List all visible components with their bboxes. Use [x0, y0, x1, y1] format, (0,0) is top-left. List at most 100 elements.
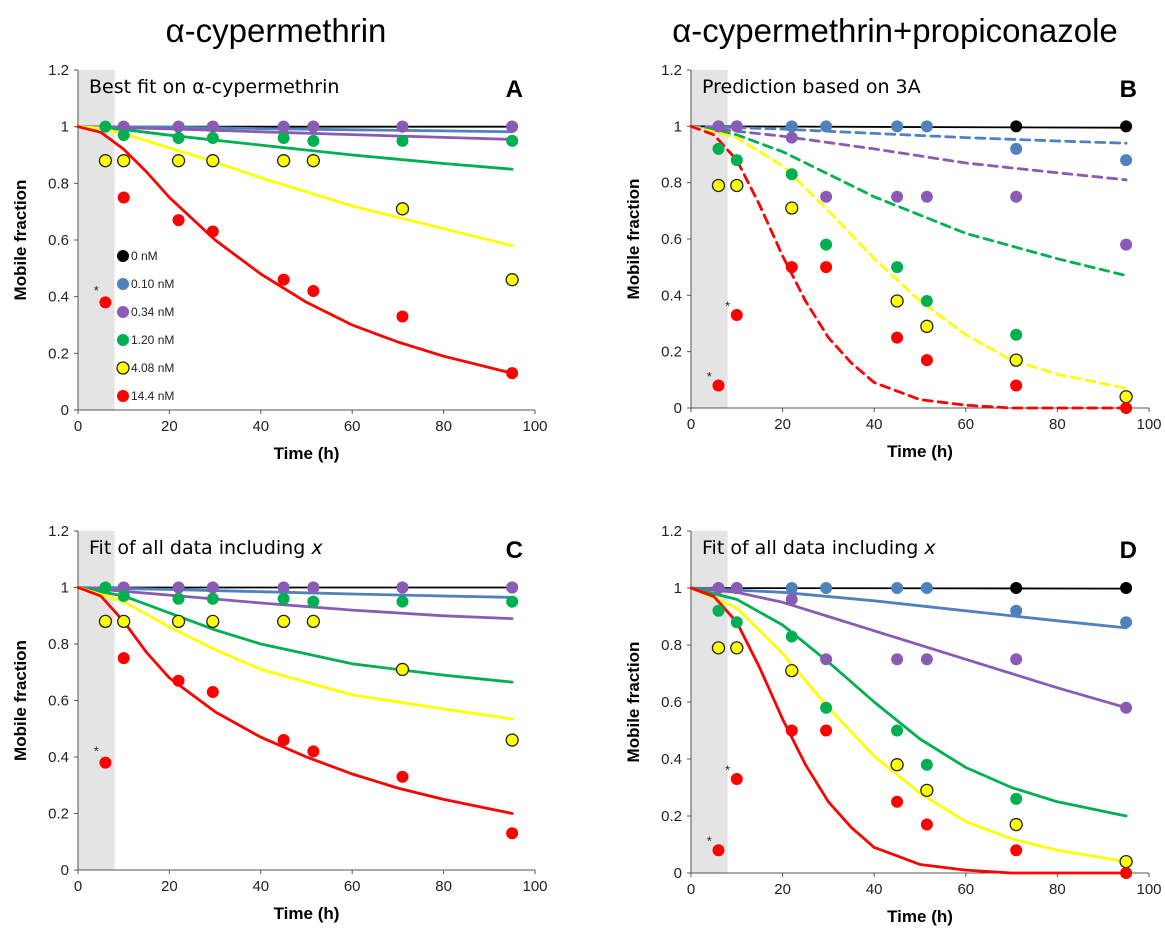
data-point — [890, 758, 904, 772]
data-point — [172, 581, 185, 594]
data-point — [1119, 390, 1133, 404]
y-tick-label: 0.8 — [48, 636, 69, 653]
data-point — [1120, 154, 1133, 167]
fit-curve — [689, 124, 1128, 145]
legend-marker — [116, 361, 130, 375]
x-tick-label: 0 — [74, 418, 82, 435]
legend-marker — [117, 334, 129, 346]
y-tick-label: 0.6 — [661, 231, 682, 248]
y-tick-label: 0.8 — [48, 175, 69, 192]
x-tick-label: 40 — [866, 416, 883, 433]
data-point — [730, 309, 743, 322]
legend-marker — [117, 278, 129, 290]
data-point — [98, 154, 113, 168]
panel-C: 0 0.2 0.4 0.6 0.8 1 1.2 0 20 40 60 80 100 Time (h) Mob… — [11, 523, 548, 923]
x-axis-label: Time (h) — [274, 444, 340, 463]
data-point — [920, 294, 933, 307]
data-point — [505, 733, 519, 747]
data-point — [1010, 653, 1023, 666]
data-point — [1010, 792, 1023, 805]
y-tick-label: 1.2 — [48, 62, 69, 79]
data-point — [506, 367, 519, 380]
data-point — [1010, 582, 1023, 594]
data-point — [277, 132, 290, 144]
data-point — [1120, 238, 1133, 251]
data-point — [730, 154, 743, 167]
data-point — [820, 701, 833, 714]
legend-label: 0 nM — [131, 249, 158, 263]
x-axis-label: Time (h) — [274, 904, 340, 923]
data-point — [117, 120, 130, 133]
x-axis-label: Time (h) — [887, 442, 953, 461]
y-tick-label: 1.2 — [661, 523, 682, 540]
data-point — [730, 772, 743, 785]
data-point — [99, 120, 112, 133]
data-point — [820, 190, 833, 203]
data-point — [712, 582, 725, 594]
data-point — [396, 310, 409, 323]
y-tick-label: 0.4 — [48, 749, 69, 766]
x-tick-label: 60 — [344, 878, 361, 895]
data-point — [920, 120, 933, 133]
data-point — [712, 604, 725, 617]
panel-D: 0 0.2 0.4 0.6 0.8 1 1.2 0 20 40 60 80 100 Time (h) Mob… — [624, 523, 1162, 926]
data-point — [920, 319, 934, 333]
data-point — [820, 724, 833, 737]
column-title-left: α-cypermethrin — [166, 12, 387, 49]
x-tick-label: 80 — [1049, 881, 1066, 898]
x-tick-label: 40 — [866, 881, 883, 898]
y-tick-label: 0.8 — [661, 637, 682, 654]
data-point — [506, 120, 519, 133]
data-point — [730, 120, 743, 133]
data-point — [820, 582, 833, 594]
data-point — [117, 581, 130, 594]
data-point — [99, 756, 112, 769]
data-point — [785, 120, 798, 133]
data-point — [1010, 190, 1023, 203]
data-point — [891, 582, 904, 594]
data-point — [206, 120, 219, 133]
data-point — [891, 724, 904, 737]
x-tick-label: 60 — [344, 418, 361, 435]
data-point — [396, 770, 409, 783]
data-point — [307, 285, 320, 297]
data-point — [920, 783, 934, 797]
fit-curve — [689, 586, 1128, 710]
data-point — [99, 581, 112, 594]
x-tick-label: 40 — [252, 878, 269, 895]
y-tick-label: 0.2 — [48, 345, 69, 362]
data-point — [307, 595, 320, 608]
data-point — [276, 154, 291, 168]
x-tick-label: 20 — [774, 881, 791, 898]
data-point — [711, 178, 726, 193]
panel-title: Fit of all data including x — [702, 537, 936, 559]
fit-curve — [690, 125, 1127, 129]
data-point — [891, 795, 904, 808]
data-point — [506, 581, 519, 594]
y-tick-label: 0 — [674, 400, 682, 417]
fit-curve — [689, 586, 1128, 630]
legend: 0 nM 0.10 nM 0.34 nM 1.20 nM 4.08 nM 14.4 nM — [116, 249, 174, 403]
data-point — [171, 154, 186, 168]
data-point — [1120, 402, 1133, 414]
x-tick-label: 60 — [957, 881, 974, 898]
data-point — [920, 190, 933, 203]
data-point — [117, 652, 130, 665]
data-point — [307, 134, 320, 147]
panel-title: Fit of all data including x — [89, 537, 323, 559]
x-tick-label: 100 — [522, 418, 547, 435]
legend-label: 4.08 nM — [131, 361, 174, 375]
data-point — [206, 154, 220, 168]
data-point — [785, 664, 799, 678]
data-point — [1010, 844, 1023, 857]
fit-curve — [76, 586, 514, 684]
data-point — [785, 168, 798, 181]
x-tick-label: 40 — [252, 418, 269, 435]
panel-letter: C — [506, 537, 523, 564]
fit-curve — [689, 124, 1128, 277]
fit-curve — [76, 586, 514, 620]
data-point — [506, 595, 519, 608]
data-point — [730, 178, 744, 193]
y-tick-label: 1.2 — [661, 62, 682, 79]
y-tick-label: 1.2 — [48, 523, 69, 540]
